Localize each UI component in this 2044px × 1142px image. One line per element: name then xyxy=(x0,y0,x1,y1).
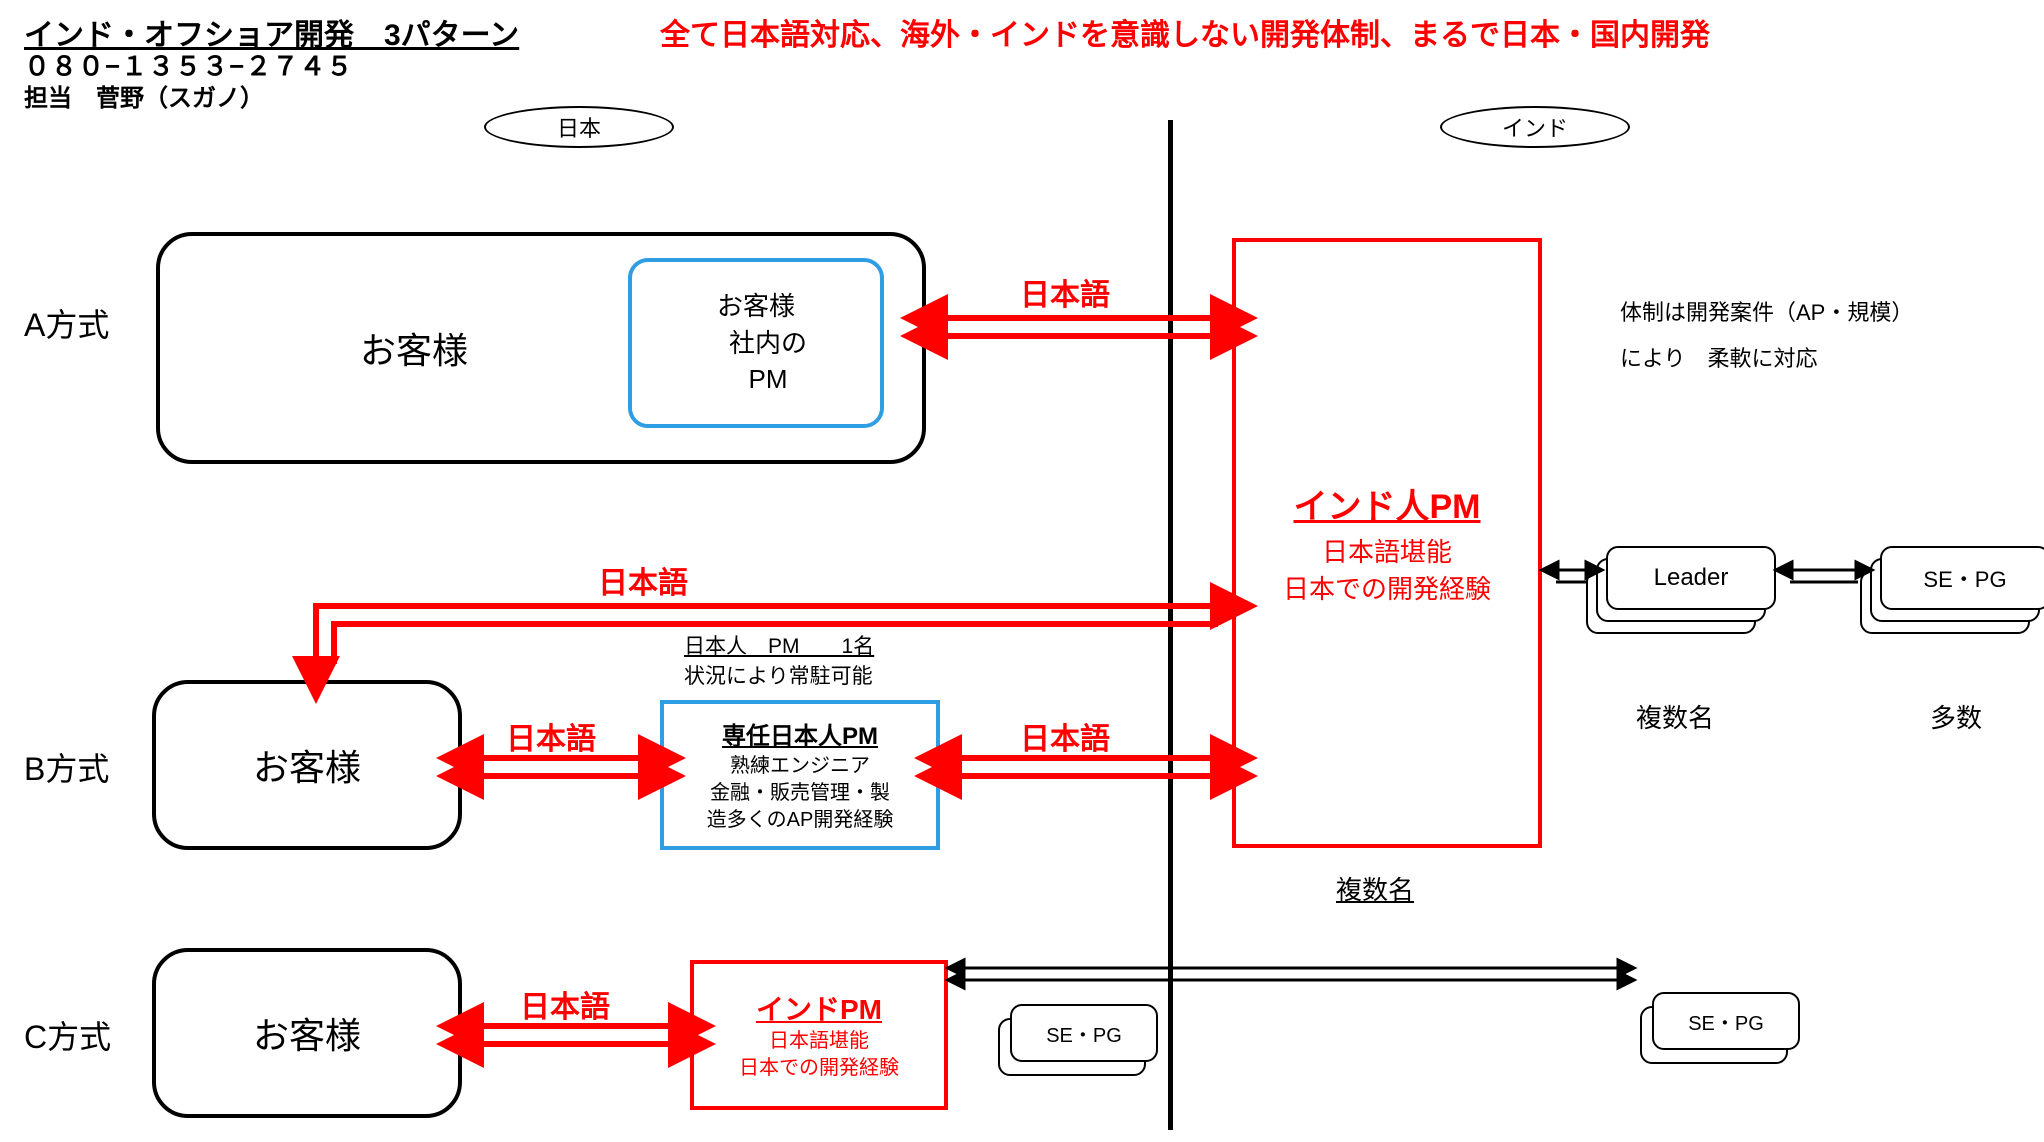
conn-label-b-top: 日本語 xyxy=(598,558,688,602)
conn-label-b-left: 日本語 xyxy=(506,714,596,758)
conn-label-a: 日本語 xyxy=(1020,270,1110,314)
connectors-svg xyxy=(0,0,2044,1142)
conn-label-c: 日本語 xyxy=(520,982,610,1026)
conn-label-b-right: 日本語 xyxy=(1020,714,1110,758)
